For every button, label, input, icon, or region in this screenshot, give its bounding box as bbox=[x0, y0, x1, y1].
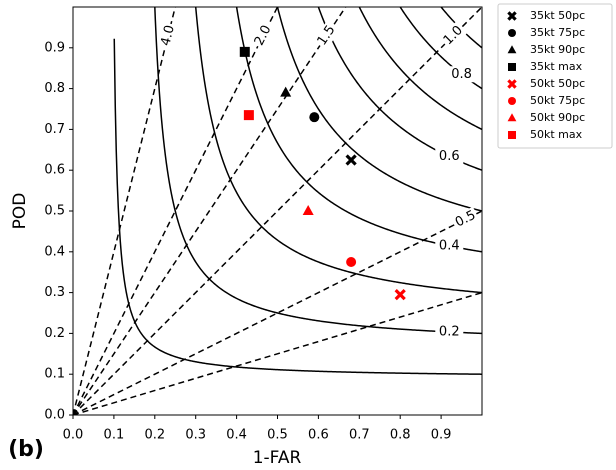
y-tick-label: 0.3 bbox=[44, 285, 65, 300]
y-tick-label: 0.4 bbox=[44, 244, 65, 259]
panel-label: (b) bbox=[8, 437, 44, 462]
legend-label: 35kt 50pc bbox=[530, 9, 585, 22]
csi-contour bbox=[194, 7, 482, 294]
legend-label: 50kt 50pc bbox=[530, 77, 585, 90]
x-tick-label: 0.4 bbox=[226, 428, 247, 443]
bias-line bbox=[73, 7, 176, 415]
contour-label-bg bbox=[435, 323, 464, 340]
y-tick-label: 0.7 bbox=[44, 122, 65, 137]
csi-label: 0.8 bbox=[451, 67, 472, 82]
csi-contour bbox=[358, 7, 482, 131]
legend-label: 50kt max bbox=[530, 128, 583, 141]
x-tick-label: 0.7 bbox=[349, 428, 370, 443]
csi-contour bbox=[276, 7, 482, 212]
legend bbox=[497, 3, 613, 149]
data-point bbox=[394, 289, 406, 301]
legend-marker bbox=[507, 79, 517, 89]
data-point bbox=[280, 86, 292, 97]
x-tick-label: 0.9 bbox=[431, 428, 452, 443]
bias-label-bg bbox=[157, 21, 179, 50]
bias-label-bg bbox=[250, 21, 276, 50]
bias-line bbox=[73, 291, 482, 415]
x-tick-label: 0.3 bbox=[185, 428, 206, 443]
legend-label: 50kt 75pc bbox=[530, 94, 585, 107]
bias-line bbox=[73, 7, 482, 415]
csi-contour bbox=[113, 38, 482, 375]
data-point bbox=[345, 154, 357, 166]
csi-contour bbox=[440, 7, 482, 49]
contour-label-bg bbox=[435, 237, 464, 254]
y-tick-label: 0.5 bbox=[44, 204, 65, 219]
bias-label: 4.0 bbox=[158, 24, 178, 48]
contour-label-bg bbox=[447, 66, 476, 83]
y-tick-label: 0.1 bbox=[44, 367, 65, 382]
x-tick-label: 0.0 bbox=[63, 428, 84, 443]
bias-label-bg bbox=[451, 206, 480, 232]
legend-marker bbox=[507, 11, 517, 21]
y-tick-label: 0.9 bbox=[44, 40, 65, 55]
x-axis-label: 1-FAR bbox=[253, 448, 302, 468]
legend-marker bbox=[508, 131, 516, 139]
contour-label-bg bbox=[435, 148, 464, 165]
bias-line bbox=[73, 7, 347, 415]
x-tick-label: 0.2 bbox=[144, 428, 165, 443]
data-point bbox=[302, 205, 314, 215]
legend-marker bbox=[507, 45, 517, 54]
data-point bbox=[243, 110, 254, 121]
bias-label-bg bbox=[439, 21, 468, 50]
legend-marker bbox=[508, 63, 516, 71]
legend-label: 35kt 75pc bbox=[530, 26, 585, 39]
data-point bbox=[239, 46, 250, 57]
legend-label: 35kt max bbox=[530, 60, 583, 73]
y-tick-label: 0.6 bbox=[44, 163, 65, 178]
csi-label: 0.4 bbox=[439, 238, 460, 253]
data-point bbox=[309, 112, 320, 123]
legend-marker bbox=[508, 29, 516, 37]
x-tick-label: 0.1 bbox=[104, 428, 125, 443]
csi-label: 0.2 bbox=[439, 324, 460, 339]
y-tick-label: 0.2 bbox=[44, 326, 65, 341]
legend-label: 50kt 90pc bbox=[530, 111, 585, 124]
y-tick-label: 0.0 bbox=[44, 408, 65, 423]
x-tick-label: 0.6 bbox=[308, 428, 329, 443]
plot-area: 0.20.40.60.84.0 2.0 1.5 1.00.5 bbox=[73, 7, 482, 415]
y-tick-label: 0.8 bbox=[44, 81, 65, 96]
csi-contour bbox=[154, 7, 482, 335]
bias-label-bg bbox=[313, 21, 340, 50]
x-tick-label: 0.5 bbox=[267, 428, 288, 443]
y-axis-label: POD bbox=[10, 193, 30, 230]
data-point bbox=[346, 257, 357, 267]
legend-marker bbox=[507, 113, 517, 122]
bias-line bbox=[73, 7, 279, 415]
legend-marker bbox=[508, 97, 516, 105]
bias-line bbox=[73, 210, 482, 415]
csi-label: 0.6 bbox=[439, 149, 460, 164]
x-tick-label: 0.8 bbox=[390, 428, 411, 443]
legend-label: 35kt 90pc bbox=[530, 43, 585, 56]
